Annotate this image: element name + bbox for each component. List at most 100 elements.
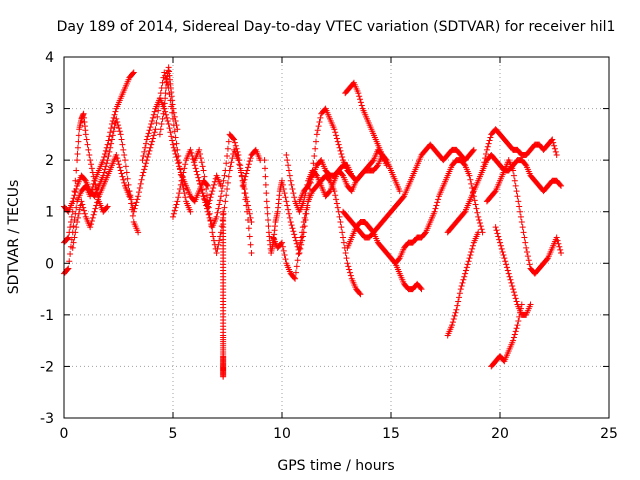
data-point [482, 155, 489, 162]
data-point [501, 255, 508, 262]
data-point [174, 198, 181, 205]
data-point [282, 194, 289, 201]
data-point [224, 186, 231, 193]
data-point [101, 150, 108, 157]
data-point [279, 177, 285, 184]
data-point [497, 242, 504, 249]
data-point [75, 210, 82, 217]
data-point [515, 318, 522, 325]
data-point [67, 224, 74, 231]
data-point [468, 248, 475, 255]
data-point [244, 208, 251, 215]
data-point [345, 263, 352, 270]
data-point [170, 210, 177, 217]
data-point [219, 182, 226, 189]
data-point [558, 182, 565, 189]
data-point [499, 248, 506, 255]
data-point [125, 181, 132, 188]
data-point [120, 146, 127, 153]
data-point [106, 133, 113, 140]
data-point [458, 282, 465, 289]
data-point [161, 100, 168, 107]
data-point [281, 252, 288, 259]
data-point [142, 163, 149, 170]
data-point [173, 140, 180, 147]
data-point [91, 177, 98, 184]
data-point [93, 202, 100, 209]
data-point [491, 189, 498, 196]
data-point [232, 142, 239, 149]
data-point [206, 214, 213, 221]
data-point [204, 198, 211, 205]
data-point [239, 182, 246, 189]
data-point [462, 270, 469, 277]
data-point [395, 256, 402, 263]
data-point [263, 190, 270, 197]
data-point [511, 292, 518, 299]
data-point [223, 160, 230, 167]
data-point [343, 255, 350, 262]
data-point [222, 167, 229, 174]
data-point [75, 132, 82, 139]
data-point [217, 193, 224, 200]
data-point [284, 202, 291, 209]
data-point [129, 212, 136, 219]
data-point [145, 150, 152, 157]
data-point [65, 234, 72, 241]
data-point [338, 150, 345, 157]
data-point [83, 136, 90, 143]
data-point [417, 285, 424, 292]
data-point [162, 90, 169, 97]
data-point [114, 118, 121, 125]
data-point [243, 202, 250, 209]
data-point [210, 181, 217, 188]
data-point [463, 264, 470, 271]
data-point [287, 219, 294, 226]
data-point [126, 188, 133, 195]
data-point [502, 258, 509, 265]
series-arc-10 [220, 208, 227, 380]
data-point [140, 153, 147, 160]
data-point [555, 240, 562, 247]
data-point [197, 155, 204, 162]
data-point [81, 207, 88, 214]
data-point [299, 229, 306, 236]
series-arc-13 [270, 172, 364, 298]
data-point [148, 121, 155, 128]
data-point [262, 173, 269, 180]
data-point [522, 161, 529, 168]
data-point [510, 337, 517, 344]
data-point [216, 201, 223, 208]
data-point [174, 126, 181, 133]
data-point [550, 139, 557, 146]
data-point [347, 272, 354, 279]
data-point [64, 266, 71, 273]
data-point [506, 273, 513, 280]
data-point [357, 99, 364, 106]
data-point [197, 180, 204, 187]
data-point [422, 230, 429, 237]
data-point [200, 167, 207, 174]
data-point [129, 200, 136, 207]
data-point [167, 129, 174, 136]
data-point [222, 198, 229, 205]
data-point [525, 257, 532, 264]
data-point [137, 180, 144, 187]
series-arc-15 [296, 146, 390, 205]
data-point [549, 136, 556, 143]
data-point [108, 140, 115, 147]
data-point [551, 142, 558, 149]
data-point [148, 141, 155, 148]
data-point [176, 190, 183, 197]
series-arc-4 [69, 151, 133, 251]
data-point [72, 177, 79, 184]
series-arc-19 [392, 157, 486, 267]
data-point [242, 173, 249, 180]
data-point [296, 244, 303, 251]
data-point [334, 138, 341, 145]
data-point [220, 177, 227, 184]
data-point [144, 133, 151, 140]
data-point [449, 319, 456, 326]
data-point [496, 236, 503, 243]
data-point [129, 70, 136, 77]
